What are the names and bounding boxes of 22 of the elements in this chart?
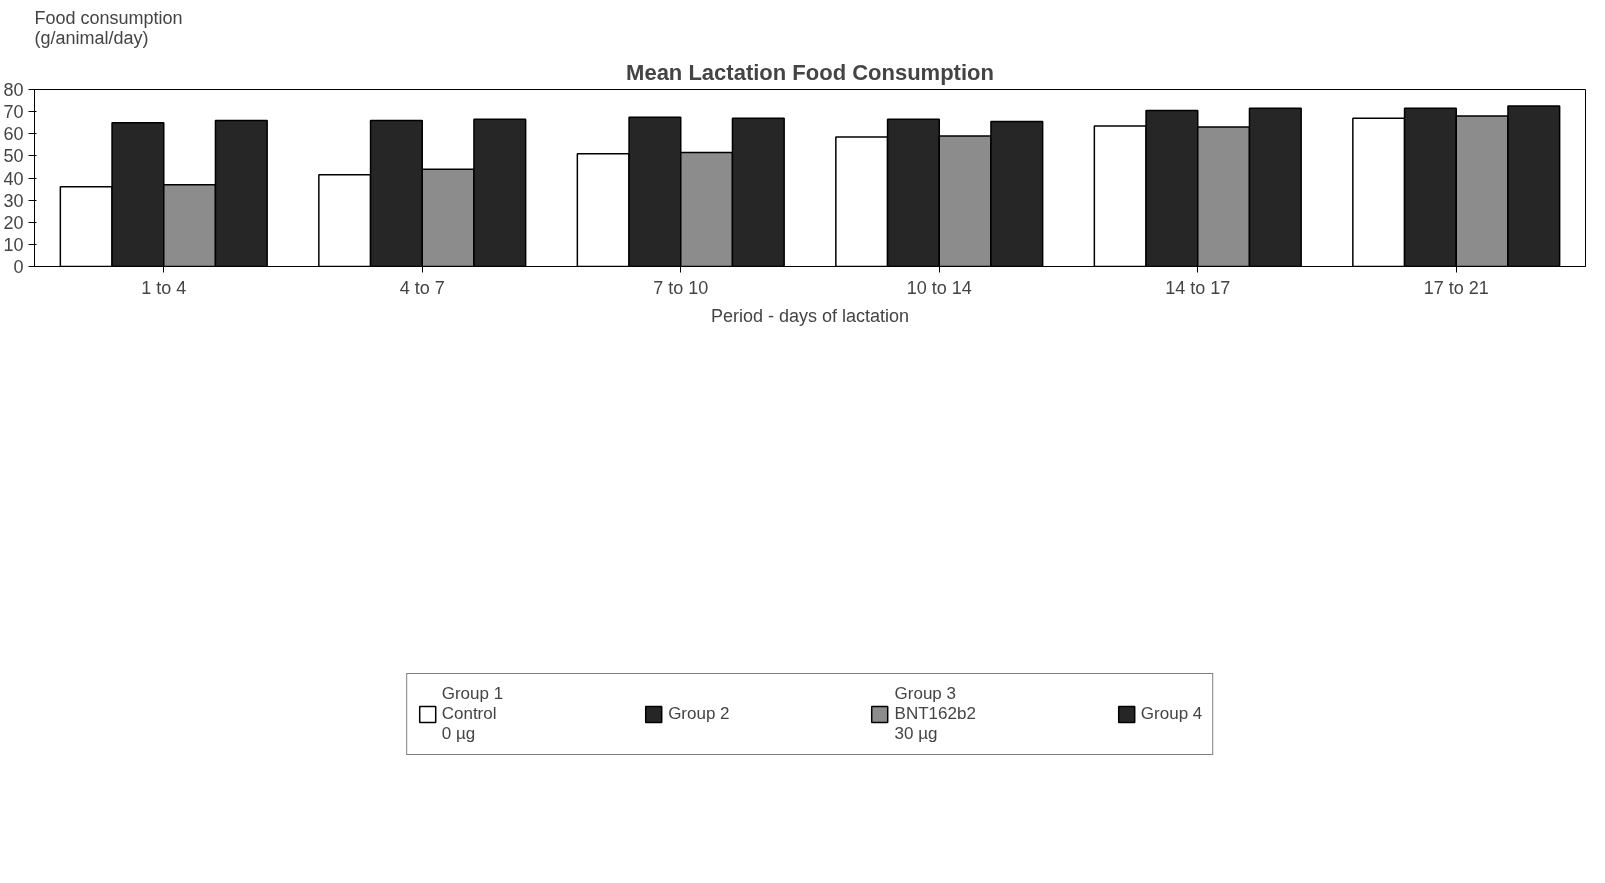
x-tick-label: 7 to 10 <box>653 277 709 298</box>
x-tick-label: 14 to 17 <box>1165 277 1231 298</box>
y-tick-label: 60 <box>3 124 24 145</box>
legend-label: Group 1 Control 0 µg <box>441 684 504 744</box>
y-tick-label: 0 <box>13 257 24 277</box>
y-tick-label: 80 <box>3 80 24 100</box>
chart-title: Mean Lactation Food Consumption <box>626 59 994 85</box>
legend-label: Group 3 BNT162b2 30 µg <box>894 684 976 744</box>
y-axis-title: Food consumption (g/animal/day) <box>34 7 183 48</box>
x-tick-label: 4 to 7 <box>399 277 445 298</box>
x-axis-title: Period - days of lactation <box>710 305 910 326</box>
legend-label: Group 4 <box>1140 704 1203 724</box>
y-tick-label: 30 <box>3 190 24 211</box>
y-tick-label: 50 <box>3 146 24 167</box>
x-tick-label: 17 to 21 <box>1423 277 1489 298</box>
y-tick-label: 20 <box>3 212 24 233</box>
y-tick-label: 10 <box>3 234 24 255</box>
legend-label: Group 2 <box>668 704 730 724</box>
x-tick-label: 1 to 4 <box>141 277 187 298</box>
y-tick-label: 70 <box>3 102 24 123</box>
x-tick-label: 10 to 14 <box>906 277 972 298</box>
y-tick-label: 40 <box>3 168 24 189</box>
